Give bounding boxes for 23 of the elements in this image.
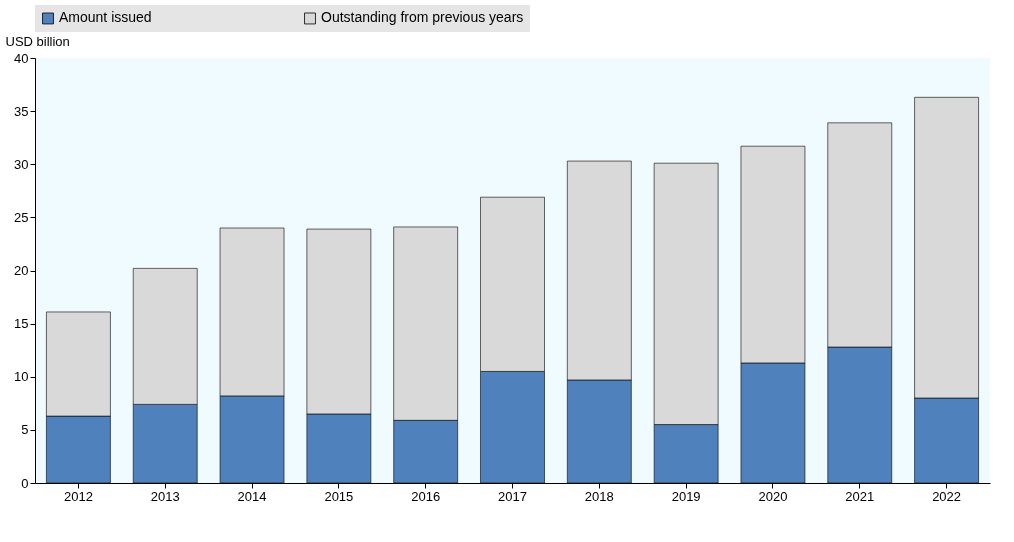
x-tick-label: 2015 [324,488,354,504]
x-tick-label: 2021 [845,488,875,504]
y-tick-label: 0 [21,475,29,491]
x-tick-label: 2018 [584,488,614,504]
legend-label: Amount issued [59,9,152,26]
y-axis-title: USD billion [5,33,70,49]
y-tick-label: 25 [14,209,29,225]
y-tick-label: 30 [14,156,29,172]
x-tick-label: 2020 [758,488,788,504]
x-tick-label: 2016 [411,488,441,504]
x-tick-label: 2022 [932,488,962,504]
legend-label: Outstanding from previous years [321,9,524,26]
y-tick-label: 20 [14,263,29,278]
y-tick-label: 35 [14,103,29,119]
y-tick-label: 5 [21,422,29,438]
x-tick-label: 2019 [671,488,701,504]
y-tick-label: 40 [14,50,29,66]
x-tick-label: 2013 [150,488,180,504]
x-tick-label: 2012 [63,488,93,504]
x-tick-label: 2014 [237,488,267,504]
y-tick-label: 15 [14,316,29,332]
y-tick-label: 10 [14,369,29,385]
x-tick-label: 2017 [498,488,527,504]
